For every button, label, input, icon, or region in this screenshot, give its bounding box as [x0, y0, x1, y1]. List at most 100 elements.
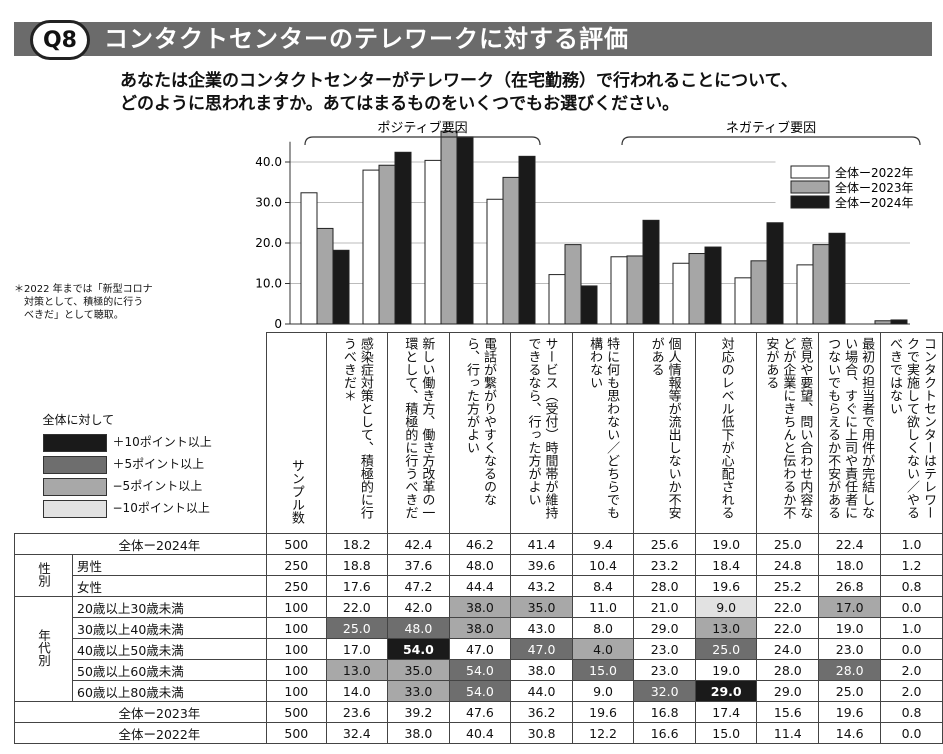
table-row: 性別 男性 250 18.8 37.6 48.0 39.6 10.4 23.2 18.4 24.8 1… [14, 554, 943, 597]
table-cell: 23.2 [633, 554, 696, 576]
table-row: 50歳以上60歳未満 100 13.0 35.0 54.0 38.0 15.0 23.0 19.… [15, 659, 943, 681]
table-cell: 13.0 [325, 659, 389, 681]
table-cell: 11.4 [756, 722, 820, 744]
table-cell: 9.0 [694, 596, 758, 618]
table-cell: 12.2 [571, 722, 635, 744]
table-cell: 54.0 [448, 659, 512, 681]
sample-size-cell: 100 [266, 596, 327, 618]
category-header: 電話が繋がりやすくなるのなら、行った方がよい [448, 332, 512, 534]
table-cell: 4.0 [571, 638, 635, 660]
row-label: 女性 [71, 575, 268, 597]
table-cell: 14.0 [325, 680, 389, 702]
sample-size-cell: 250 [266, 554, 327, 576]
table-cell: 18.0 [818, 554, 882, 576]
table-cell: 44.4 [448, 575, 512, 597]
table-cell: 9.4 [571, 533, 635, 555]
category-header: 個人情報等が流出しないか不安がある [633, 332, 696, 534]
table-cell: 46.2 [448, 533, 512, 555]
bar [424, 159, 442, 325]
category-header-text: サービス（受付）時間帯が維持できるなら、行った方がよい [525, 337, 558, 519]
bar [642, 219, 660, 325]
table-cell: 54.0 [387, 638, 450, 660]
table-cell: 41.4 [510, 533, 573, 555]
table-cell: 29.0 [633, 617, 696, 639]
table-cell: 44.0 [510, 680, 573, 702]
table-cell: 42.0 [387, 596, 450, 618]
legend-swatch [790, 195, 830, 209]
y-tick-label: 30.0 [255, 196, 282, 210]
bar [394, 151, 412, 325]
bar [332, 249, 350, 325]
table-cell: 15.6 [756, 701, 820, 723]
bar [548, 274, 566, 325]
row-label: 30歳以上40歳未満 [71, 617, 268, 639]
negative-group-brace [621, 136, 921, 146]
table-cell: 2.0 [880, 659, 943, 681]
bar [440, 130, 458, 325]
shading-legend-swatch [42, 477, 107, 496]
table-cell: 43.2 [510, 575, 573, 597]
table-cell: 9.0 [571, 680, 635, 702]
bar [828, 232, 846, 325]
category-header-text: 個人情報等が流出しないか不安がある [648, 337, 681, 519]
row-label: 20歳以上30歳未満 [71, 596, 268, 618]
title-bar [14, 22, 932, 56]
bar [378, 164, 396, 325]
table-cell: 24.8 [756, 554, 820, 576]
table-cell: 38.0 [387, 722, 450, 744]
bar [874, 320, 892, 325]
y-tick-label: 20.0 [255, 236, 282, 250]
table-cell: 29.0 [694, 680, 758, 702]
shading-legend-item: ＋5ポイント以上 [42, 453, 267, 475]
bar-chart: 0 10.0 20.0 30.0 40.0 ポジティブ要因 ネガティブ要因全体ー2022年全… [255, 120, 932, 331]
shading-legend-swatch [42, 433, 107, 452]
data-table: 全体に対して ＋10ポイント以上 ＋5ポイント以上 −5ポイント以上 −10ポイント以上… [14, 332, 943, 744]
bar [626, 255, 644, 325]
footnote-line: べきだ」として聴取。 [14, 310, 124, 321]
bar [580, 285, 598, 325]
table-cell: 42.4 [387, 533, 450, 555]
bar [564, 244, 582, 325]
category-header-text: 最初の担当者で用件が完結しない場合、すぐに上司や責任者につないでもらえるか不安が… [825, 337, 875, 519]
category-header-text: 意見や要望、問い合わせ内容などが企業にきちんと伝わるか不安がある [763, 337, 813, 519]
bar [734, 277, 752, 325]
shading-legend-title: 全体に対して [42, 413, 115, 427]
category-header: 最初の担当者で用件が完結しない場合、すぐに上司や責任者につないでもらえるか不安が… [818, 332, 882, 534]
shading-legend-label: −10ポイント以上 [112, 501, 210, 515]
table-cell: 48.0 [387, 617, 450, 639]
table-cell: 39.6 [510, 554, 573, 576]
shading-legend-label: ＋10ポイント以上 [112, 435, 212, 449]
sample-size-cell: 500 [266, 701, 327, 723]
shading-legend-label: ＋5ポイント以上 [112, 457, 205, 471]
y-tick-label: 0 [274, 317, 282, 331]
table-cell: 22.0 [325, 596, 389, 618]
table-cell: 1.0 [880, 617, 943, 639]
shading-legend-swatch [42, 455, 107, 474]
y-tick-label: 10.0 [255, 277, 282, 291]
bar [688, 253, 706, 325]
shading-legend-item: −5ポイント以上 [42, 475, 267, 497]
table-cell: 19.6 [694, 575, 758, 597]
group-label-empty [14, 722, 73, 744]
table-cell: 28.0 [633, 575, 696, 597]
shading-legend: 全体に対して ＋10ポイント以上 ＋5ポイント以上 −5ポイント以上 −10ポイント以上 [14, 332, 268, 534]
table-cell: 22.4 [818, 533, 882, 555]
table-cell: 33.0 [387, 680, 450, 702]
table-cell: 26.8 [818, 575, 882, 597]
category-header-text: 特に何も思わない／どちらでも構わない [587, 337, 620, 519]
table-cell: 23.0 [633, 638, 696, 660]
category-header-text: 感染症対策として、積極的に行うべきだ＊ [340, 337, 373, 519]
category-header-text: コンタクトセンターはテレワークで実施して欲しくない／やるべきではない [887, 337, 937, 519]
sample-size-cell: 100 [266, 680, 327, 702]
table-cell: 1.2 [880, 554, 943, 576]
table-cell: 8.0 [571, 617, 635, 639]
table-cell: 25.0 [818, 680, 882, 702]
table-cell: 54.0 [448, 680, 512, 702]
bar [518, 155, 536, 325]
table-cell: 23.0 [818, 638, 882, 660]
table-cell: 11.0 [571, 596, 635, 618]
shading-legend-item: ＋10ポイント以上 [42, 431, 267, 453]
table-cell: 15.0 [571, 659, 635, 681]
table-cell: 23.6 [325, 701, 389, 723]
table-cell: 48.0 [448, 554, 512, 576]
